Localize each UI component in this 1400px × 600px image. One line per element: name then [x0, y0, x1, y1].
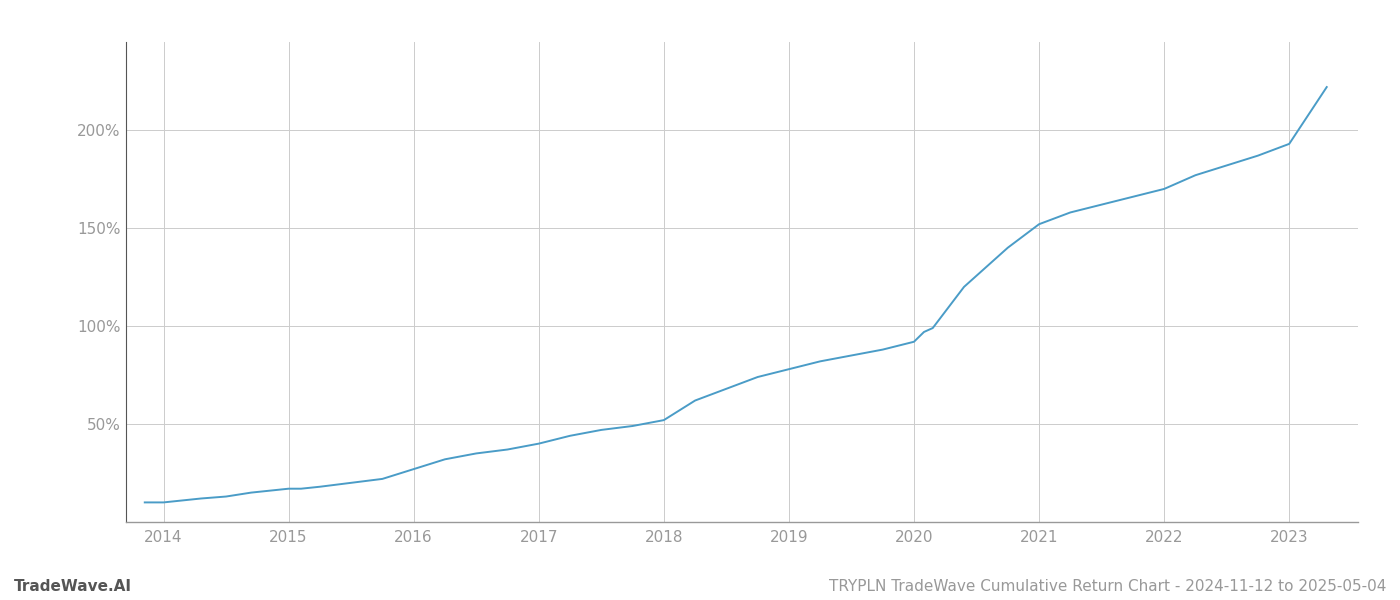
Text: TradeWave.AI: TradeWave.AI: [14, 579, 132, 594]
Text: TRYPLN TradeWave Cumulative Return Chart - 2024-11-12 to 2025-05-04: TRYPLN TradeWave Cumulative Return Chart…: [829, 579, 1386, 594]
